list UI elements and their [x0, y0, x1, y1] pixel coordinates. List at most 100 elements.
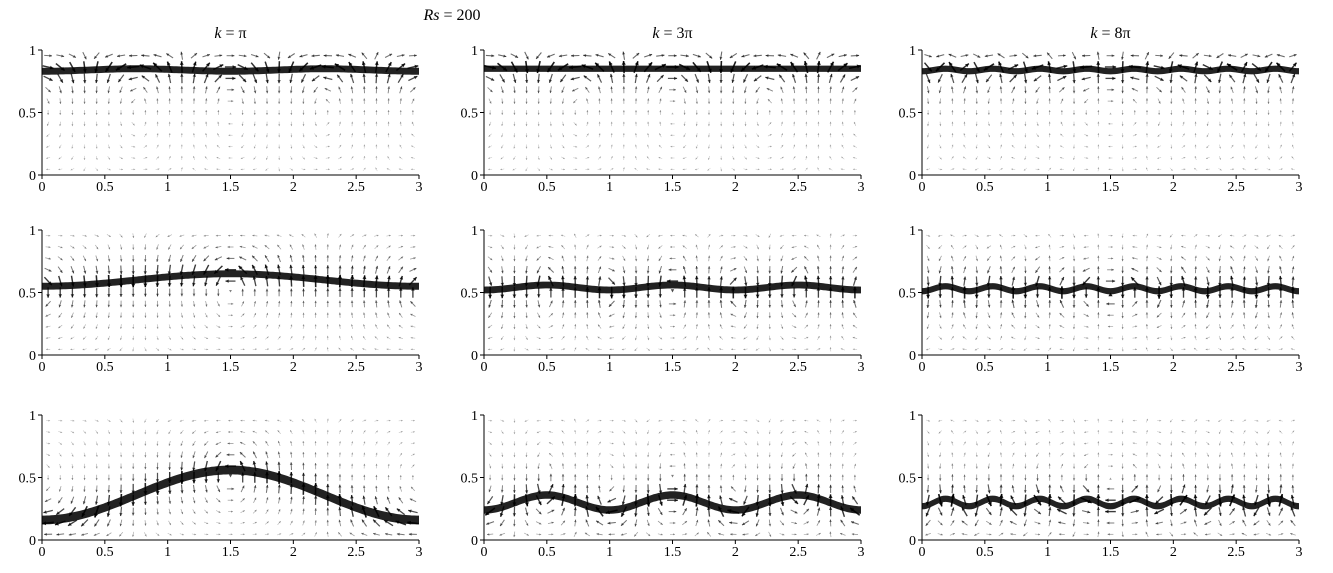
arrow-head — [634, 338, 637, 341]
velocity-arrow — [387, 86, 390, 94]
arrow-head — [1035, 89, 1039, 93]
arrow-head — [387, 86, 391, 89]
arrow-head — [659, 121, 662, 124]
arrow-head — [193, 326, 196, 329]
velocity-arrow — [411, 121, 415, 127]
arrow-head — [314, 288, 318, 292]
arrow-head — [1279, 121, 1282, 124]
arrow-head — [1084, 100, 1087, 104]
arrow-head — [585, 87, 588, 90]
arrow-head — [130, 89, 133, 92]
arrow-head — [720, 146, 723, 149]
x-tick-label: 2 — [290, 545, 297, 560]
velocity-arrow — [156, 133, 159, 138]
arrow-head — [376, 419, 379, 422]
arrow-head — [707, 324, 710, 327]
arrow-head — [622, 144, 625, 147]
arrow-head — [95, 315, 98, 318]
velocity-arrow — [290, 324, 293, 329]
arrow-head — [120, 326, 123, 329]
arrow-head — [490, 419, 493, 422]
arrow-head — [682, 168, 685, 171]
arrow-head — [1110, 234, 1113, 237]
velocity-arrow — [216, 325, 221, 328]
velocity-arrow — [144, 121, 147, 127]
arrow-head — [1265, 67, 1269, 72]
arrow-head — [254, 67, 259, 72]
arrow-head — [598, 121, 601, 124]
arrow-head — [240, 157, 243, 159]
velocity-arrow — [241, 121, 244, 127]
arrow-head — [84, 234, 87, 237]
velocity-arrow — [1231, 121, 1233, 127]
arrow-head — [60, 246, 63, 249]
x-tick-label: 1 — [164, 360, 171, 375]
velocity-arrow — [926, 86, 930, 94]
arrow-head — [47, 89, 51, 93]
arrow-head — [1276, 62, 1281, 67]
arrow-head — [731, 79, 735, 83]
velocity-arrow — [1194, 155, 1197, 160]
velocity-arrow — [143, 133, 147, 138]
arrow-head — [1083, 234, 1086, 237]
velocity-arrow — [398, 168, 403, 170]
arrow-head — [96, 246, 99, 250]
velocity-arrow — [84, 155, 86, 161]
arrow-head — [230, 348, 233, 351]
arrow-head — [963, 133, 966, 136]
arrow-head — [119, 90, 122, 93]
arrow-head — [622, 155, 625, 158]
velocity-arrow — [1157, 133, 1161, 137]
arrow-head — [328, 168, 330, 171]
arrow-head — [132, 466, 135, 469]
velocity-arrow — [999, 155, 1003, 160]
velocity-arrow — [1242, 168, 1247, 171]
arrow-head — [277, 288, 281, 292]
arrow-head — [193, 315, 196, 318]
arrow-head — [512, 513, 517, 517]
arrow-head — [951, 144, 954, 147]
velocity-arrow — [58, 336, 63, 339]
arrow-head — [1062, 234, 1065, 237]
arrow-head — [314, 508, 317, 511]
arrow-head — [58, 157, 61, 160]
arrow-head — [1255, 113, 1258, 115]
velocity-arrow — [646, 168, 651, 171]
velocity-arrow — [95, 167, 99, 172]
arrow-head — [206, 53, 210, 57]
arrow-head — [144, 315, 147, 318]
arrow-head — [649, 53, 653, 57]
arrow-head — [253, 113, 256, 115]
arrow-head — [549, 101, 552, 104]
arrow-head — [1194, 86, 1198, 89]
velocity-arrow — [301, 168, 306, 171]
arrow-head — [1048, 266, 1051, 269]
velocity-arrow — [513, 156, 516, 160]
arrow-head — [107, 337, 110, 340]
arrow-head — [362, 287, 366, 291]
velocity-arrow — [780, 86, 784, 94]
arrow-head — [157, 156, 159, 159]
velocity-arrow — [1243, 86, 1246, 94]
arrow-head — [326, 463, 329, 466]
arrow-head — [984, 54, 988, 58]
arrow-head — [1096, 276, 1101, 280]
arrow-head — [192, 61, 197, 66]
arrow-head — [744, 124, 747, 127]
arrow-head — [253, 79, 258, 83]
arrow-head — [361, 61, 366, 66]
velocity-arrow — [313, 157, 318, 159]
arrow-head — [500, 305, 504, 308]
arrow-head — [278, 146, 281, 149]
velocity-arrow — [1132, 145, 1137, 148]
arrow-head — [1011, 145, 1014, 148]
arrow-head — [215, 431, 219, 434]
arrow-head — [501, 124, 504, 126]
arrow-head — [387, 110, 390, 112]
arrow-head — [1025, 55, 1029, 59]
arrow-head — [683, 101, 686, 104]
arrow-head — [133, 157, 136, 159]
arrow-head — [1121, 124, 1124, 127]
arrow-head — [513, 90, 516, 94]
arrow-head — [927, 67, 932, 72]
